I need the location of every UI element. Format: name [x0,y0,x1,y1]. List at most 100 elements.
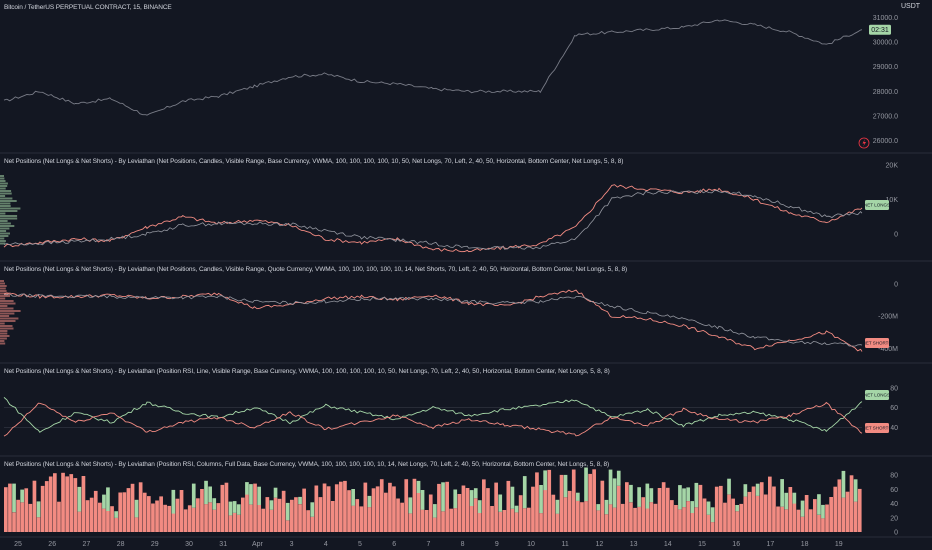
rsi-column-short [657,488,662,532]
rsi-column-long [735,505,739,512]
rsi-column-short [645,508,650,532]
rsi-column-long [686,487,690,501]
rsi-column-short [302,488,306,532]
volume-profile-bar [0,185,8,187]
y-tick-label: 10K [886,197,899,204]
rsi-column-short [412,478,417,532]
rsi-column-short [330,501,335,532]
date-tick-label: 11 [562,541,569,548]
rsi-column-short [735,511,739,532]
date-tick-label: 4 [324,541,328,548]
rsi-column-short [424,510,429,532]
rsi-column-long [682,488,686,508]
volume-profile-bar [0,242,6,245]
rsi-column-short [428,494,433,532]
rsi-column-short [821,518,825,532]
rsi-column-long [522,476,527,509]
rsi-column-short [408,513,413,532]
rsi-column-short [404,479,409,532]
rsi-column-short [535,472,539,532]
rsi-column-long [12,483,16,513]
volume-profile-bar [0,315,10,317]
volume-profile-bar [0,300,14,302]
rsi-column-long [191,483,196,508]
volume-profile-bar [0,227,10,230]
date-tick-label: 18 [801,541,809,548]
rsi-column-long [171,489,176,514]
rsi-column-short [841,497,846,532]
rsi-column-short [616,485,621,532]
volume-profile-bar [0,237,5,240]
rsi-column-short [339,481,343,532]
volume-profile-bar [0,340,5,342]
rsi-column-short [241,497,245,532]
net-shorts-tag-quote-text: NET SHORTS [863,341,892,346]
rsi-column-short [106,511,110,532]
rsi-column-short [449,508,453,532]
rsi-column-short [396,498,400,532]
rsi-column-short [245,494,249,532]
rsi-column-long [596,504,601,511]
volume-profile-bar [0,222,11,225]
rsi-column-short [57,501,61,532]
volume-profile-bar [0,317,19,320]
rsi-column-short [110,506,114,532]
rsi-column-short [437,483,441,532]
rsi-column-short [179,490,184,532]
rsi-column-short [465,488,470,532]
rsi-column-short [612,507,617,532]
tag-layer: 02:31 NET LONGS NET SHORTS NET LONGS NET SHO… [858,24,892,433]
rsi-column-short [469,506,474,532]
volume-profile-bar [0,290,7,292]
rsi-column-short [665,487,670,532]
rsi-column-short [196,498,200,532]
rsi-column-short [98,502,102,532]
rsi-column-short [710,522,715,532]
rsi-column-short [457,494,462,532]
rsi-column-long [269,500,274,510]
rsi-column-short [796,509,801,532]
rsi-column-short [776,506,780,532]
rsi-column-short [559,474,564,532]
rsi-column-long [841,470,846,498]
rsi-column-short [359,506,364,532]
rsi-column-short [604,514,609,532]
rsi-column-short [36,517,41,532]
rsi-column-long [645,483,650,509]
rsi-column-short [122,492,127,532]
volume-profile-bar [0,285,7,287]
rsi-column-short [281,490,286,532]
volume-profile-bar [0,320,16,322]
volume-profile-bar [0,220,8,222]
rsi-column-short [306,510,310,532]
rsi-column-short [808,509,813,532]
rsi-column-short [563,497,568,532]
rsi-column-long [780,479,784,507]
rsi-column-long [800,500,805,517]
date-tick-label: 16 [732,541,740,548]
rsi-column-long [792,492,797,504]
rsi-column-short [53,473,57,532]
volume-profile-bar [0,302,16,305]
rsi-column-short [543,490,547,532]
rsi-column-long [285,502,290,521]
rsi-column-short [694,507,699,532]
rsi-column-short [490,506,494,532]
rsi-column-short [77,511,82,532]
rsi-column-short [825,504,829,532]
y-tick-label: 40 [890,501,898,508]
rsi-column-long [441,482,445,512]
date-tick-label: 14 [664,541,672,548]
volume-profile-bar [0,202,11,205]
rsi-column-short [85,500,90,532]
net-shorts-tag-rsi-text: NET SHORTS [863,426,892,431]
rsi-column-short [845,491,850,532]
rsi-column-short [510,508,515,532]
date-tick-label: 30 [185,541,193,548]
rsi-column-short [702,498,707,532]
rsi-column-short [4,487,8,532]
net-longs-tag-rsi-text: NET LONGS [864,393,890,398]
rsi-column-long [629,484,633,503]
series-line-position-rsi-line-short [3,401,863,437]
